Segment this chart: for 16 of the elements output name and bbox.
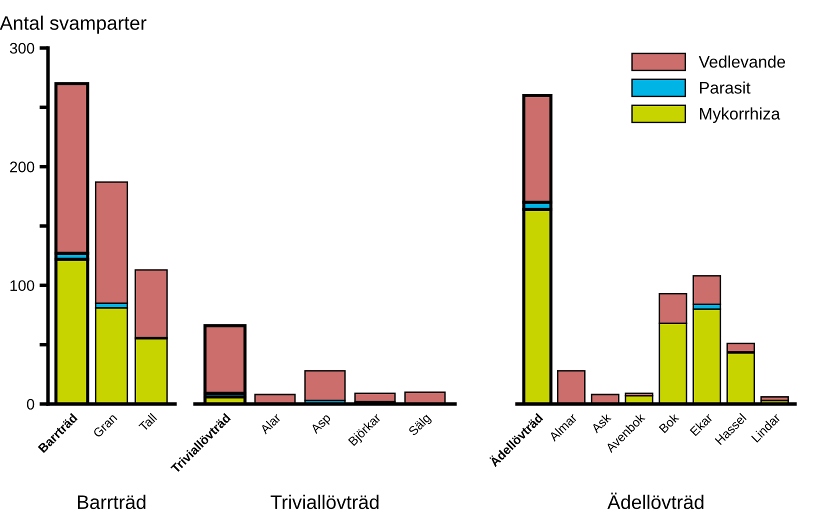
x-tick-label: Tall — [138, 412, 158, 432]
legend-label: Mykorrhiza — [700, 107, 780, 123]
y-axis-title: Antal svamparter — [0, 16, 146, 34]
y-tick-label: 300 — [10, 42, 34, 54]
x-axis-title: Triviallövträd — [270, 494, 378, 510]
y-tick-label: 0 — [26, 398, 34, 410]
x-tick-label: Asp — [310, 413, 333, 436]
legend-label: Vedlevande — [698, 55, 786, 68]
y-tick-label: 100 — [10, 280, 34, 292]
x-axis-title: Barrträd — [78, 494, 146, 510]
y-tick-label: 200 — [10, 162, 34, 172]
x-tick-label: Alar — [259, 412, 282, 435]
x-axis-title: Ädellövträd — [607, 492, 704, 510]
x-tick-label: Sälg — [408, 412, 433, 438]
x-tick-label: Bok — [658, 412, 680, 434]
legend-label: Parasit — [700, 81, 750, 94]
